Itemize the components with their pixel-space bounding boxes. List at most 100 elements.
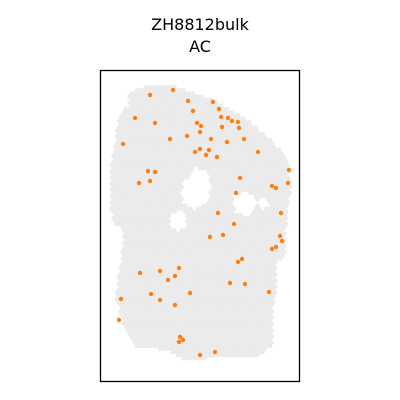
tissue-spot — [165, 247, 170, 252]
tissue-spot — [125, 265, 130, 271]
tissue-spot — [159, 318, 165, 324]
tissue-spot — [179, 284, 184, 289]
tissue-spot — [167, 106, 172, 112]
tissue-spot — [239, 337, 244, 342]
highlighted-spot — [285, 180, 291, 186]
tissue-spot — [167, 337, 172, 342]
tissue-spot — [140, 159, 145, 165]
tissue-spot — [203, 318, 208, 324]
tissue-spot — [167, 318, 172, 324]
tissue-spot — [199, 231, 204, 236]
tissue-spot — [230, 178, 235, 183]
tissue-spot — [204, 141, 210, 146]
tissue-spot — [249, 212, 255, 218]
tissue-spot — [266, 284, 271, 289]
tissue-spot — [165, 346, 170, 352]
tissue-spot — [136, 247, 141, 252]
tissue-spot — [118, 303, 123, 308]
tissue-spot — [255, 159, 260, 165]
tissue-spot — [273, 265, 278, 271]
tissue-spot — [228, 212, 233, 218]
tissue-spot — [235, 337, 240, 342]
tissue-spot — [235, 212, 240, 218]
tissue-spot — [159, 125, 165, 130]
tissue-spot — [185, 337, 190, 342]
tissue-spot — [186, 265, 192, 271]
tissue-spot — [123, 318, 129, 324]
tissue-spot — [168, 284, 174, 289]
tissue-spot — [123, 231, 129, 236]
tissue-spot — [235, 231, 240, 236]
tissue-spot — [282, 212, 287, 218]
tissue-spot — [174, 231, 179, 236]
tissue-spot — [170, 337, 175, 342]
tissue-spot — [242, 231, 247, 236]
tissue-spot — [246, 337, 251, 342]
tissue-spot — [158, 178, 163, 183]
tissue-spot — [215, 141, 220, 146]
tissue-spot — [275, 212, 280, 218]
highlighted-spot — [255, 149, 261, 155]
tissue-spot — [212, 265, 217, 271]
tissue-spot — [212, 141, 217, 146]
tissue-spot — [255, 353, 260, 358]
tissue-spot — [280, 178, 285, 183]
tissue-spot — [172, 209, 177, 214]
tissue-spot — [177, 106, 183, 112]
tissue-spot — [246, 318, 251, 324]
tissue-spot — [278, 194, 283, 199]
highlighted-spot — [177, 334, 183, 340]
tissue-spot — [170, 125, 175, 130]
tissue-spot — [237, 303, 242, 308]
tissue-spot — [255, 197, 260, 202]
tissue-spot — [251, 159, 256, 165]
tissue-spot — [116, 194, 122, 199]
tissue-spot — [199, 106, 204, 112]
highlighted-spot — [269, 246, 275, 252]
tissue-spot — [244, 303, 249, 308]
tissue-spot — [129, 141, 134, 146]
tissue-spot — [176, 159, 181, 165]
tissue-spot — [275, 194, 280, 199]
tissue-spot — [150, 247, 156, 252]
tissue-spot — [123, 125, 129, 130]
tissue-spot — [181, 106, 186, 112]
tissue-spot — [134, 231, 139, 236]
tissue-spot — [127, 231, 132, 236]
tissue-spot — [249, 318, 255, 324]
tissue-spot — [197, 166, 202, 171]
tissue-spot — [260, 349, 265, 355]
tissue-spot — [224, 318, 229, 324]
tissue-spot — [192, 318, 197, 324]
tissue-spot — [134, 337, 139, 342]
tissue-spot — [136, 303, 141, 308]
tissue-spot — [213, 231, 219, 236]
tissue-spot — [233, 178, 238, 183]
tissue-spot — [269, 265, 274, 271]
tissue-spot — [260, 318, 265, 324]
tissue-spot — [269, 284, 274, 289]
tissue-spot — [226, 247, 231, 252]
tissue-spot — [210, 337, 215, 342]
tissue-spot — [219, 284, 224, 289]
tissue-spot — [219, 141, 224, 146]
tissue-spot — [141, 88, 147, 93]
tissue-spot — [149, 337, 154, 342]
highlighted-spot — [266, 289, 272, 295]
chart-title: ZH8812bulk — [151, 15, 249, 34]
tissue-spot — [156, 125, 161, 130]
tissue-spot — [163, 194, 168, 199]
highlighted-spot — [187, 290, 193, 296]
tissue-spot — [186, 159, 192, 165]
tissue-spot — [230, 353, 235, 358]
tissue-spot — [177, 194, 183, 199]
tissue-spot — [195, 106, 201, 112]
tissue-spot — [172, 284, 177, 289]
tissue-spot — [161, 303, 166, 308]
highlighted-spot — [167, 136, 173, 142]
tissue-spot — [280, 247, 285, 252]
highlighted-spot — [239, 256, 245, 262]
tissue-spot — [215, 353, 220, 358]
tissue-spot — [152, 88, 157, 93]
tissue-spot — [154, 265, 159, 271]
